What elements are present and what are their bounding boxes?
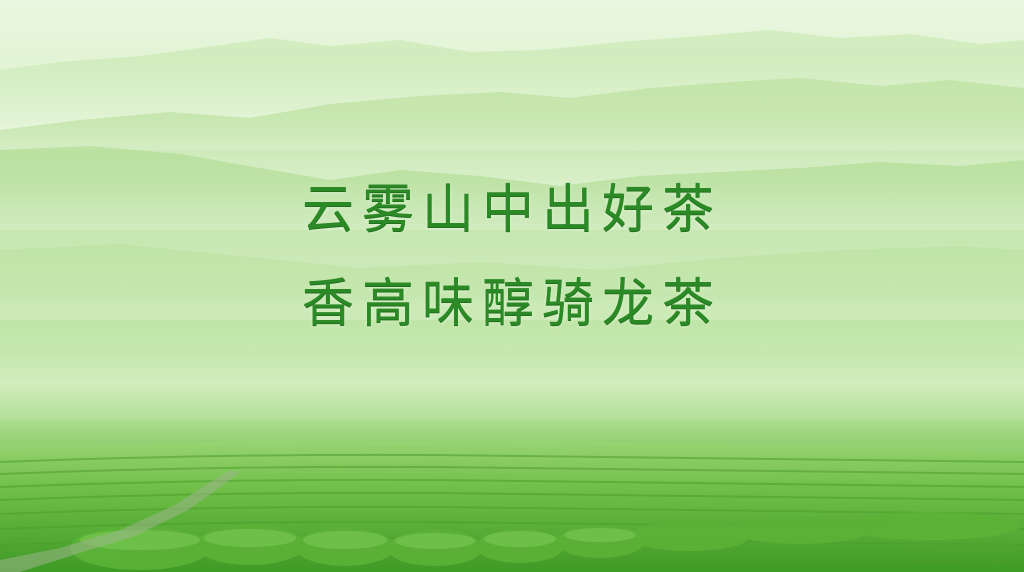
headline-line-2: 香高味醇骑龙茶: [301, 274, 722, 334]
garden-path: [0, 470, 240, 572]
headline-line-1: 云雾山中出好茶: [301, 180, 722, 240]
headline: 云雾山中出好茶 香高味醇骑龙茶: [0, 178, 1024, 366]
